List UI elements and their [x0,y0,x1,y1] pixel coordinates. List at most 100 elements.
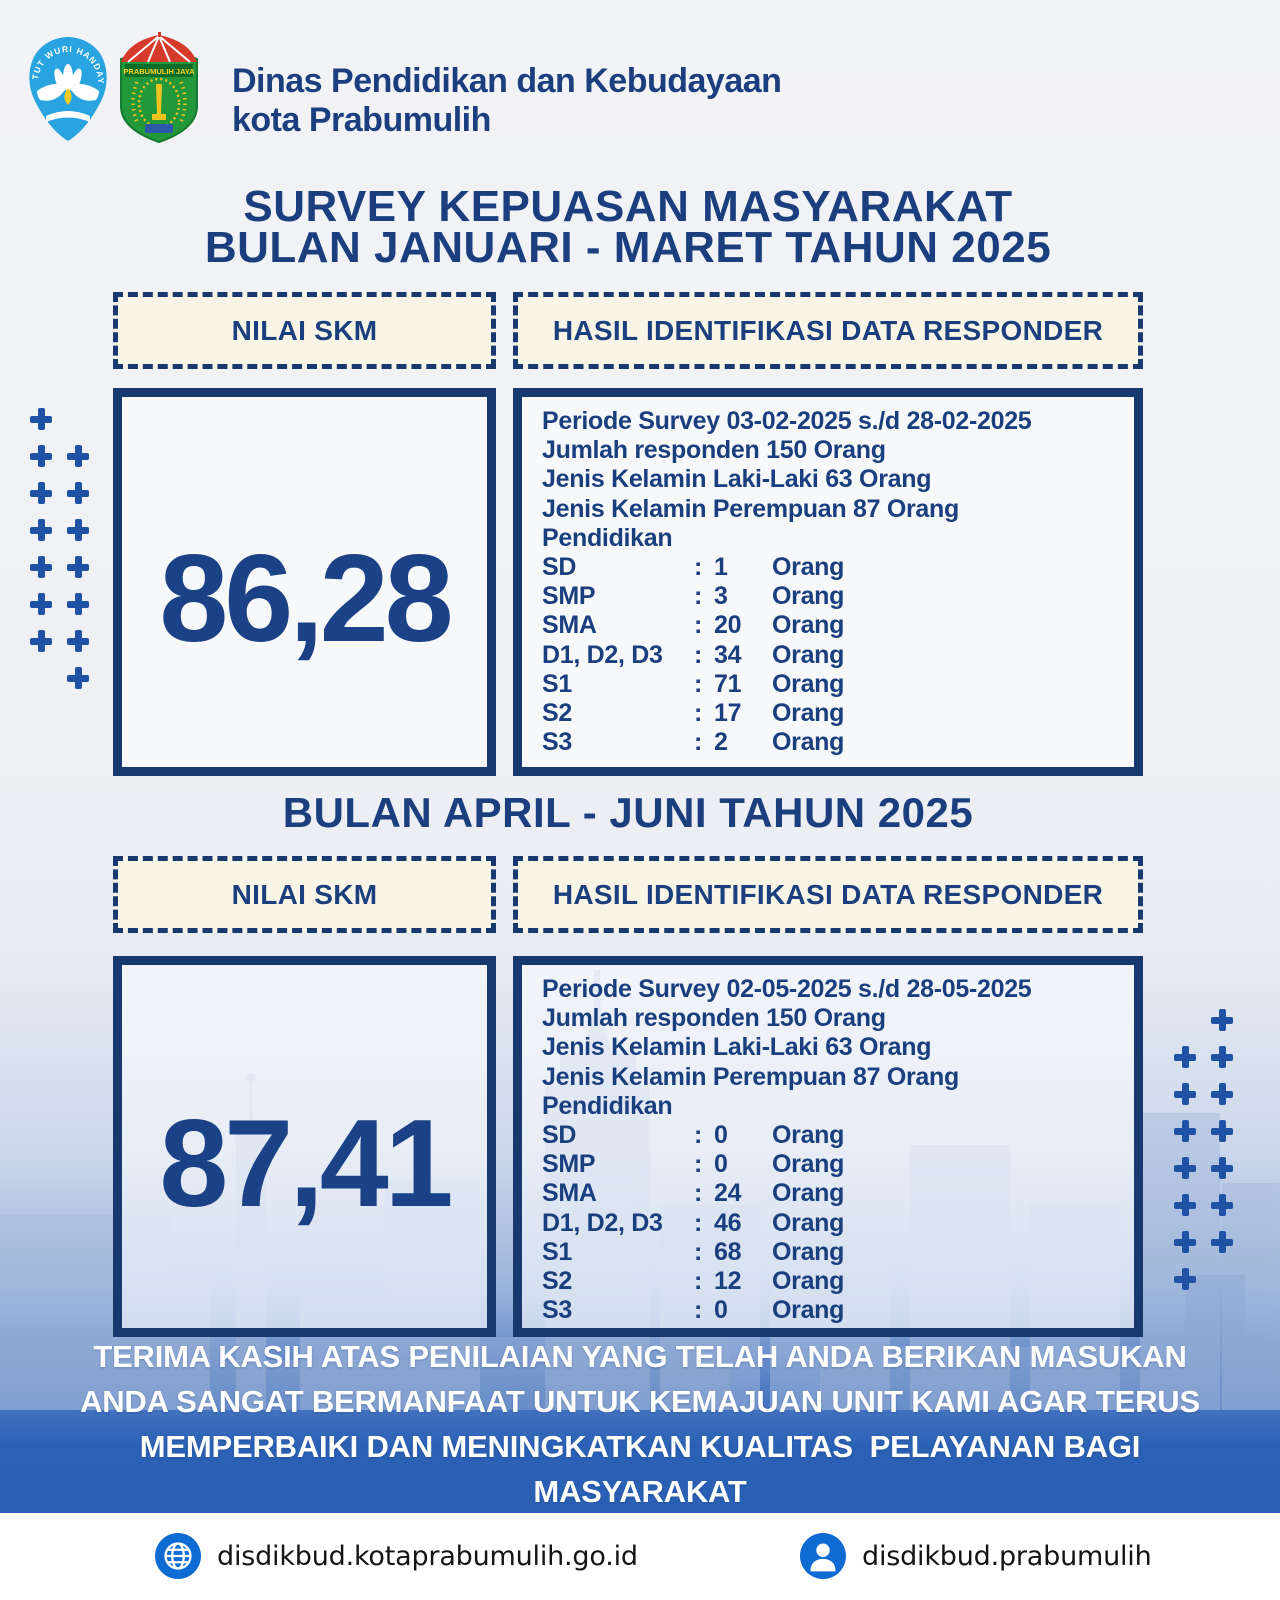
separator: : [694,728,703,757]
education-value: 17 [714,699,742,728]
education-row: SMA:20 Orang [542,611,1122,640]
plus-icon [67,593,89,615]
plus-icon [30,482,52,504]
thank-you-line4: MASYARAKAT [533,1474,747,1509]
footer-bar [0,1513,1280,1600]
education-label: S3 [542,1296,572,1325]
org-name-line2: kota Prabumulih [232,101,491,139]
plus-icon [1174,1231,1196,1253]
user-icon [800,1533,846,1579]
education-label: S1 [542,1237,572,1266]
education-unit: Orang [772,582,845,611]
thank-you-line3: MEMPERBAIKI DAN MENINGKATKAN KUALITAS PE… [139,1429,1141,1464]
education-unit: Orang [772,728,845,757]
education-unit: Orang [772,669,845,698]
separator: : [694,640,703,669]
social-handle[interactable]: disdikbud.prabumulih [862,1540,1152,1572]
plus-icon [67,445,89,467]
education-label: S2 [542,1267,572,1296]
education-unit: Orang [772,1208,845,1237]
education-row: S3:2 Orang [542,728,1122,757]
education-row: S2:17 Orang [542,699,1122,728]
thank-you-line1: TERIMA KASIH ATAS PENILAIAN YANG TELAH A… [93,1339,1187,1374]
section2-title-line1: BULAN APRIL - JUNI TAHUN 2025 [282,789,974,836]
education-row: SD:1 Orang [542,553,1122,582]
org-name: Dinas Pendidikan dan Kebudayaan kota Pra… [232,62,782,140]
education-value: 71 [714,669,742,698]
plus-icon [30,519,52,541]
education-value: 2 [714,728,728,757]
plus-icon [67,630,89,652]
education-unit: Orang [772,699,845,728]
jumlah-responden-1: Jumlah responden 150 Orang [542,436,886,465]
education-row: S1:71 Orang [542,670,1122,699]
plus-icon [1174,1157,1196,1179]
plus-icon [1174,1268,1196,1290]
education-row: SMP:3 Orang [542,582,1122,611]
website-contact[interactable]: disdikbud.kotaprabumulih.go.id [155,1533,638,1579]
plus-icon [1211,1157,1233,1179]
education-row: S1:68 Orang [542,1238,1122,1267]
separator: : [694,1296,703,1325]
skm-label-box-2: NILAI SKM [113,856,496,933]
jumlah-responden-2: Jumlah responden 150 Orang [542,1004,886,1033]
plus-icon [30,630,52,652]
skm-label-2: NILAI SKM [231,878,378,910]
separator: : [694,611,703,640]
section1-title-line1: SURVEY KEPUASAN MASYARAKAT [243,182,1013,231]
section1-title: SURVEY KEPUASAN MASYARAKAT BULAN JANUARI… [113,182,1143,272]
education-unit: Orang [772,640,845,669]
separator: : [694,1179,703,1208]
plus-icon [67,482,89,504]
plus-decoration-right-b [1211,1009,1233,1253]
education-row: D1, D2, D3:34 Orang [542,641,1122,670]
plus-icon [1174,1194,1196,1216]
plus-icon [30,445,52,467]
plus-icon [67,667,89,689]
education-label: SD [542,1121,577,1150]
plus-icon [1174,1046,1196,1068]
pendidikan-heading-2: Pendidikan [542,1091,673,1120]
separator: : [694,1121,703,1150]
thank-you-message: TERIMA KASIH ATAS PENILAIAN YANG TELAH A… [0,1334,1280,1514]
education-unit: Orang [772,553,845,582]
skm-value-1: 86,28 [159,530,453,668]
education-value: 3 [714,582,728,611]
education-label: S2 [542,699,572,728]
separator: : [694,582,703,611]
education-unit: Orang [772,611,845,640]
education-unit: Orang [772,1179,845,1208]
website-url[interactable]: disdikbud.kotaprabumulih.go.id [217,1540,638,1572]
jenis-kelamin-laki-1: Jenis Kelamin Laki-Laki 63 Orang [542,465,932,494]
separator: : [694,553,703,582]
org-name-line1: Dinas Pendidikan dan Kebudayaan [232,62,782,100]
plus-icon [30,593,52,615]
education-label: SD [542,553,577,582]
separator: : [694,1150,703,1179]
section2-title: BULAN APRIL - JUNI TAHUN 2025 [113,792,1143,834]
plus-icon [1211,1083,1233,1105]
plus-icon [30,408,52,430]
education-label: SMP [542,582,596,611]
education-row: S3:0 Orang [542,1296,1122,1325]
education-value: 34 [714,640,742,669]
tut-wuri-handayani-logo: TUT WURI HANDAYANI [28,36,107,141]
plus-decoration-left-a [30,408,52,652]
education-label: S1 [542,669,572,698]
section1-title-line2: BULAN JANUARI - MARET TAHUN 2025 [204,223,1052,272]
plus-icon [30,556,52,578]
social-contact[interactable]: disdikbud.prabumulih [800,1533,1152,1579]
education-unit: Orang [772,1296,845,1325]
education-value: 24 [714,1179,742,1208]
education-unit: Orang [772,1121,845,1150]
skm-value-box-2: 87,41 [113,956,496,1337]
skm-label-1: NILAI SKM [231,314,378,346]
education-row: D1, D2, D3:46 Orang [542,1209,1122,1238]
education-unit: Orang [772,1267,845,1296]
education-value: 12 [714,1267,742,1296]
education-label: S3 [542,728,572,757]
education-value: 46 [714,1208,742,1237]
plus-icon [1174,1120,1196,1142]
plus-icon [67,519,89,541]
